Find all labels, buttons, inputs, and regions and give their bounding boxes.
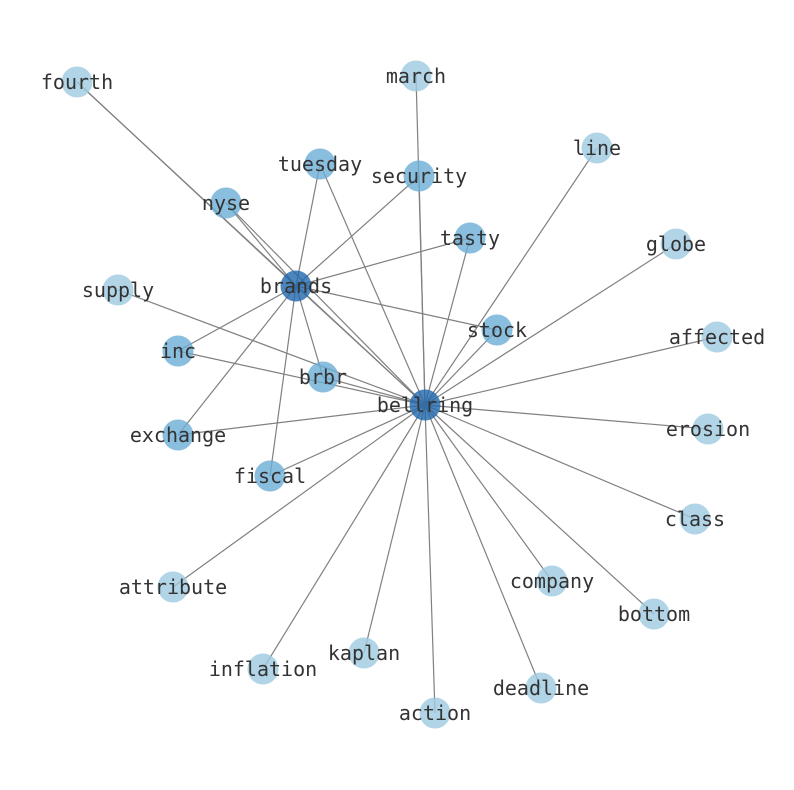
node-label-brbr: brbr — [299, 365, 347, 389]
edge-bellring-line — [424, 147, 598, 406]
node-label-action: action — [399, 701, 471, 725]
nodes-layer — [61, 60, 733, 729]
edge-bellring-class — [424, 404, 696, 520]
edge-bellring-stock — [424, 329, 498, 406]
edge-bellring-supply — [117, 289, 426, 406]
node-label-class: class — [665, 507, 725, 531]
node-label-supply: supply — [82, 278, 154, 302]
node-erosion[interactable] — [692, 413, 724, 445]
node-line[interactable] — [581, 132, 613, 164]
node-label-kaplan: kaplan — [328, 641, 400, 665]
edges-layer — [76, 75, 718, 714]
node-label-inc: inc — [160, 339, 196, 363]
node-affected[interactable] — [701, 321, 733, 353]
edge-bellring-action — [424, 404, 436, 714]
node-tuesday[interactable] — [304, 148, 336, 180]
node-stock[interactable] — [481, 314, 513, 346]
labels-layer: fourth march line tuesday security nyse tasty g… — [41, 64, 765, 725]
node-label-nyse: nyse — [202, 191, 250, 215]
node-label-inflation: inflation — [209, 657, 317, 681]
edge-bellring-kaplan — [363, 404, 426, 654]
node-class[interactable] — [679, 503, 711, 535]
edge-bellring-affected — [424, 336, 718, 406]
node-fourth[interactable] — [61, 66, 93, 98]
node-brands[interactable] — [280, 270, 312, 302]
edge-brands-inc — [177, 285, 297, 352]
node-label-bellring: bellring — [377, 393, 473, 417]
node-label-affected: affected — [669, 325, 765, 349]
edge-bellring-nyse — [225, 202, 426, 406]
node-label-globe: globe — [646, 232, 706, 256]
node-label-security: security — [371, 164, 467, 188]
edge-bellring-attribute — [172, 404, 426, 588]
node-label-tasty: tasty — [440, 226, 500, 250]
edge-bellring-deadline — [424, 404, 542, 689]
edge-bellring-inflation — [262, 404, 426, 670]
edge-bellring-inc — [177, 350, 426, 406]
edge-bellring-fiscal — [269, 404, 426, 477]
edge-bellring-security — [418, 175, 426, 406]
node-inc[interactable] — [162, 335, 194, 367]
node-nyse[interactable] — [210, 187, 242, 219]
edge-bellring-bottom — [424, 404, 655, 615]
node-action[interactable] — [419, 697, 451, 729]
node-company[interactable] — [536, 565, 568, 597]
node-label-line: line — [573, 136, 621, 160]
node-tasty[interactable] — [454, 222, 486, 254]
edge-bellring-exchange — [177, 404, 426, 436]
node-label-erosion: erosion — [666, 417, 750, 441]
edge-bellring-brbr — [322, 376, 426, 406]
node-label-company: company — [510, 569, 594, 593]
node-exchange[interactable] — [162, 419, 194, 451]
edge-bellring-tasty — [424, 237, 471, 406]
node-supply[interactable] — [102, 274, 134, 306]
edge-brands-tasty — [295, 237, 471, 287]
node-brbr[interactable] — [307, 361, 339, 393]
edge-bellring-fourth — [76, 81, 426, 406]
edge-brands-security — [295, 175, 420, 287]
node-fiscal[interactable] — [254, 460, 286, 492]
edge-brands-exchange — [177, 285, 297, 436]
node-inflation[interactable] — [247, 653, 279, 685]
node-bellring[interactable] — [409, 389, 441, 421]
node-label-exchange: exchange — [130, 423, 226, 447]
edge-bellring-globe — [424, 243, 677, 406]
edge-brands-nyse — [225, 202, 297, 287]
node-march[interactable] — [400, 60, 432, 92]
edge-brands-brbr — [295, 285, 324, 378]
node-label-march: march — [386, 64, 446, 88]
node-bottom[interactable] — [638, 598, 670, 630]
node-label-deadline: deadline — [493, 676, 589, 700]
node-kaplan[interactable] — [348, 637, 380, 669]
edge-brands-fiscal — [269, 285, 297, 477]
node-attribute[interactable] — [157, 571, 189, 603]
node-globe[interactable] — [660, 228, 692, 260]
node-label-fourth: fourth — [41, 70, 113, 94]
node-label-stock: stock — [467, 318, 527, 342]
node-label-attribute: attribute — [119, 575, 227, 599]
node-label-brands: brands — [260, 274, 332, 298]
node-label-tuesday: tuesday — [278, 152, 362, 176]
node-deadline[interactable] — [525, 672, 557, 704]
node-label-fiscal: fiscal — [234, 464, 306, 488]
edge-bellring-erosion — [424, 404, 709, 430]
node-label-bottom: bottom — [618, 602, 690, 626]
edge-brands-tuesday — [295, 163, 321, 287]
edge-bellring-company — [424, 404, 553, 582]
edge-bellring-tuesday — [319, 163, 426, 406]
node-security[interactable] — [403, 160, 435, 192]
edge-brands-stock — [295, 285, 498, 331]
